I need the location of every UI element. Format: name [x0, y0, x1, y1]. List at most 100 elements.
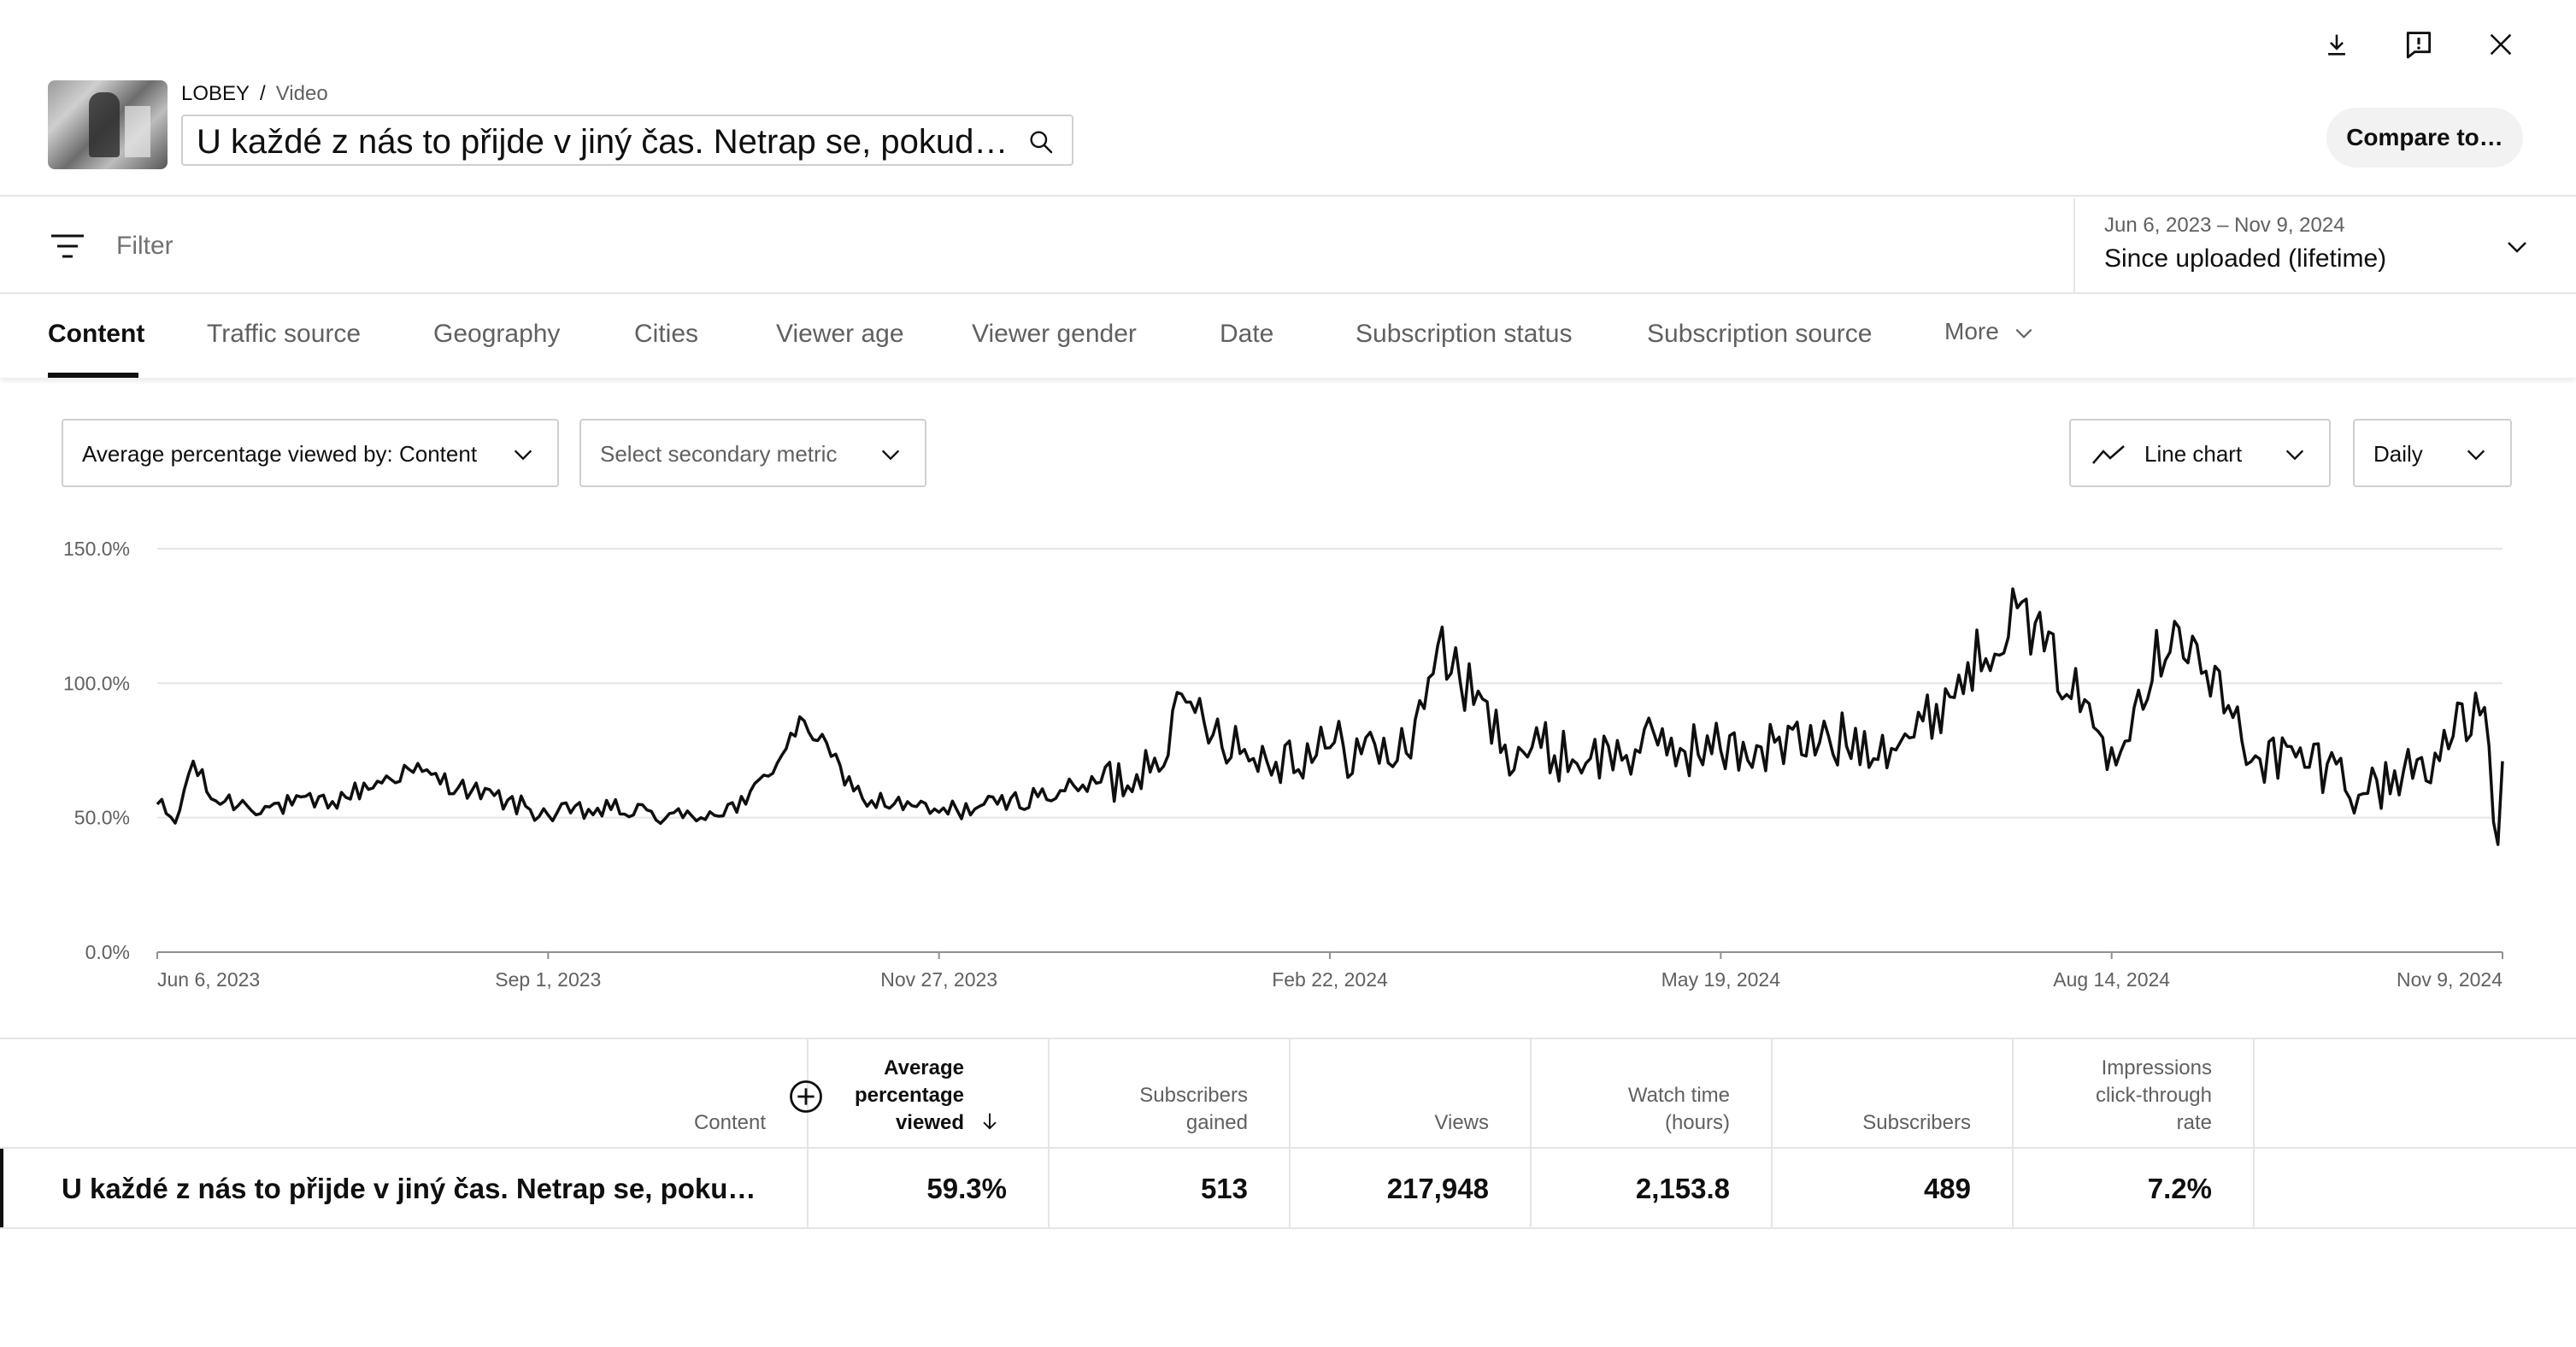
cell-value: U každé z nás to přijde v jiný čas. Netr… [62, 1173, 771, 1204]
series-line [156, 587, 2504, 846]
granularity-label: Daily [2373, 441, 2423, 467]
date-range-picker[interactable]: Jun 6, 2023 – Nov 9, 2024 Since uploaded… [2073, 198, 2576, 294]
feedback-icon[interactable] [2398, 24, 2439, 65]
column-header-label: Subscribers gained [1139, 1082, 1248, 1137]
thumbnail-figure [89, 92, 120, 157]
date-range-label: Since uploaded (lifetime) [2104, 244, 2387, 273]
video-title[interactable]: U každé z nás to přijde v jiný čas. Netr… [197, 123, 1017, 161]
cell-subscribers-gained: 513 [1050, 1149, 1291, 1227]
cell-value: 513 [1200, 1173, 1248, 1204]
y-tick-label: 50.0% [74, 807, 130, 829]
tab-viewer-age[interactable]: Viewer age [776, 320, 904, 348]
column-header-line: (hours) [1664, 1111, 1730, 1134]
chevron-down-icon [2467, 450, 2485, 461]
row-selected-indicator [0, 1149, 3, 1227]
column-header-avg-percentage-viewed[interactable]: Average percentage viewed [809, 1039, 1050, 1149]
x-tick-label: Nov 27, 2023 [880, 968, 997, 991]
breadcrumb-leaf: Video [275, 82, 328, 105]
x-tick-label: Nov 9, 2024 [2397, 968, 2502, 991]
tab-content[interactable]: Content [48, 320, 145, 348]
column-header-subscribers-gained[interactable]: Subscribers gained [1050, 1039, 1291, 1149]
compare-button[interactable]: Compare to… [2326, 108, 2523, 168]
column-header-label: Watch time (hours) [1628, 1082, 1730, 1137]
granularity-select[interactable]: Daily [2353, 419, 2512, 487]
secondary-metric-select[interactable]: Select secondary metric [579, 419, 926, 487]
search-icon[interactable] [1027, 128, 1055, 156]
x-axis: Jun 6, 2023 Sep 1, 2023 Nov 27, 2023 Feb 22… [156, 952, 2503, 991]
column-header-subscribers[interactable]: Subscribers [1773, 1039, 2014, 1149]
sort-descending-icon[interactable] [978, 1109, 1002, 1133]
table-row[interactable]: U každé z nás to přijde v jiný čas. Netr… [0, 1149, 2576, 1229]
cell-value: 489 [1923, 1173, 1971, 1204]
line-chart-icon [2092, 445, 2125, 464]
column-header-line: rate [2176, 1111, 2212, 1134]
chevron-down-icon [881, 450, 900, 461]
cell-content[interactable]: U každé z nás to přijde v jiný čas. Netr… [0, 1149, 809, 1227]
x-tick-label: Feb 22, 2024 [1272, 968, 1388, 991]
column-header-line: percentage [854, 1084, 964, 1107]
x-tick-label: Aug 14, 2024 [2053, 968, 2170, 991]
tab-subscription-status[interactable]: Subscription status [1356, 320, 1573, 348]
header: LOBEY / Video U každé z nás to přijde v ji… [0, 0, 2576, 197]
dimension-tabs: Content Traffic source Geography Cities … [0, 296, 2576, 378]
cell-views: 217,948 [1291, 1149, 1532, 1227]
close-icon[interactable] [2480, 24, 2521, 65]
breadcrumb: LOBEY / Video [181, 82, 328, 106]
cell-value: 7.2% [2147, 1173, 2212, 1204]
column-header-label: Average percentage viewed [855, 1055, 964, 1137]
tab-geography[interactable]: Geography [433, 320, 561, 348]
x-tick-label: Jun 6, 2023 [157, 968, 260, 991]
chevron-down-icon [2508, 242, 2526, 253]
cell-value: 59.3% [926, 1173, 1007, 1204]
filter-icon[interactable] [50, 229, 85, 263]
y-tick-label: 0.0% [85, 941, 130, 963]
chart-type-select[interactable]: Line chart [2069, 419, 2331, 487]
data-table: Content Average percentage viewed Subscr… [0, 1038, 2576, 1229]
column-header-line: Impressions [2101, 1056, 2212, 1079]
tab-more[interactable]: More [1944, 318, 2035, 345]
primary-metric-label: Average percentage viewed by: Content [82, 441, 478, 467]
tab-viewer-gender[interactable]: Viewer gender [972, 320, 1137, 348]
column-header-label: Views [1434, 1111, 1489, 1134]
chevron-down-icon [514, 450, 532, 461]
cell-subscribers: 489 [1773, 1149, 2014, 1227]
active-tab-indicator [48, 373, 138, 378]
column-header-line: gained [1185, 1111, 1248, 1134]
filter-input[interactable] [116, 227, 1142, 265]
chart-canvas: 0.0% 50.0% 100.0% 150.0% Jun 6, 2023 Sep 1, … [63, 538, 2504, 991]
add-column-icon[interactable] [788, 1079, 824, 1115]
y-axis: 0.0% 50.0% 100.0% 150.0% [63, 538, 130, 963]
cell-value: 217,948 [1386, 1173, 1489, 1204]
column-header-line: click-through [2095, 1084, 2212, 1107]
chart-type-label: Line chart [2144, 441, 2243, 467]
video-thumbnail[interactable] [48, 80, 168, 169]
column-header-label: Impressions click-through rate [2096, 1055, 2212, 1137]
column-header-label: Subscribers [1862, 1111, 1971, 1134]
tab-traffic-source[interactable]: Traffic source [207, 320, 362, 348]
column-header-line: viewed [895, 1111, 964, 1134]
breadcrumb-channel[interactable]: LOBEY [181, 82, 250, 105]
chart-grid [157, 548, 2502, 953]
table-header: Content Average percentage viewed Subscr… [0, 1038, 2576, 1149]
cell-watch-time: 2,153.8 [1532, 1149, 1773, 1227]
cell-value: 2,153.8 [1635, 1173, 1730, 1204]
column-header-line: Average [884, 1056, 964, 1079]
column-header-ctr[interactable]: Impressions click-through rate [2014, 1039, 2255, 1149]
filter-bar: Jun 6, 2023 – Nov 9, 2024 Since uploaded… [0, 198, 2576, 294]
line-chart[interactable]: 0.0% 50.0% 100.0% 150.0% Jun 6, 2023 Sep 1, … [0, 521, 2576, 1000]
chevron-down-icon [2015, 328, 2032, 338]
column-header-line: Watch time [1627, 1084, 1730, 1107]
tab-subscription-source[interactable]: Subscription source [1647, 320, 1873, 348]
column-header-content[interactable]: Content [0, 1039, 809, 1149]
column-header-label: Content [693, 1111, 766, 1134]
tab-cities[interactable]: Cities [634, 320, 699, 348]
download-icon[interactable] [2316, 24, 2357, 65]
tab-date[interactable]: Date [1220, 320, 1274, 348]
cell-ctr: 7.2% [2014, 1149, 2255, 1227]
video-selector[interactable]: U každé z nás to přijde v jiný čas. Netr… [181, 115, 1073, 166]
column-header-views[interactable]: Views [1291, 1039, 1532, 1149]
cell-avg-percentage-viewed: 59.3% [809, 1149, 1050, 1227]
primary-metric-select[interactable]: Average percentage viewed by: Content [62, 419, 559, 487]
tab-more-label: More [1944, 318, 1999, 344]
column-header-watch-time[interactable]: Watch time (hours) [1532, 1039, 1773, 1149]
